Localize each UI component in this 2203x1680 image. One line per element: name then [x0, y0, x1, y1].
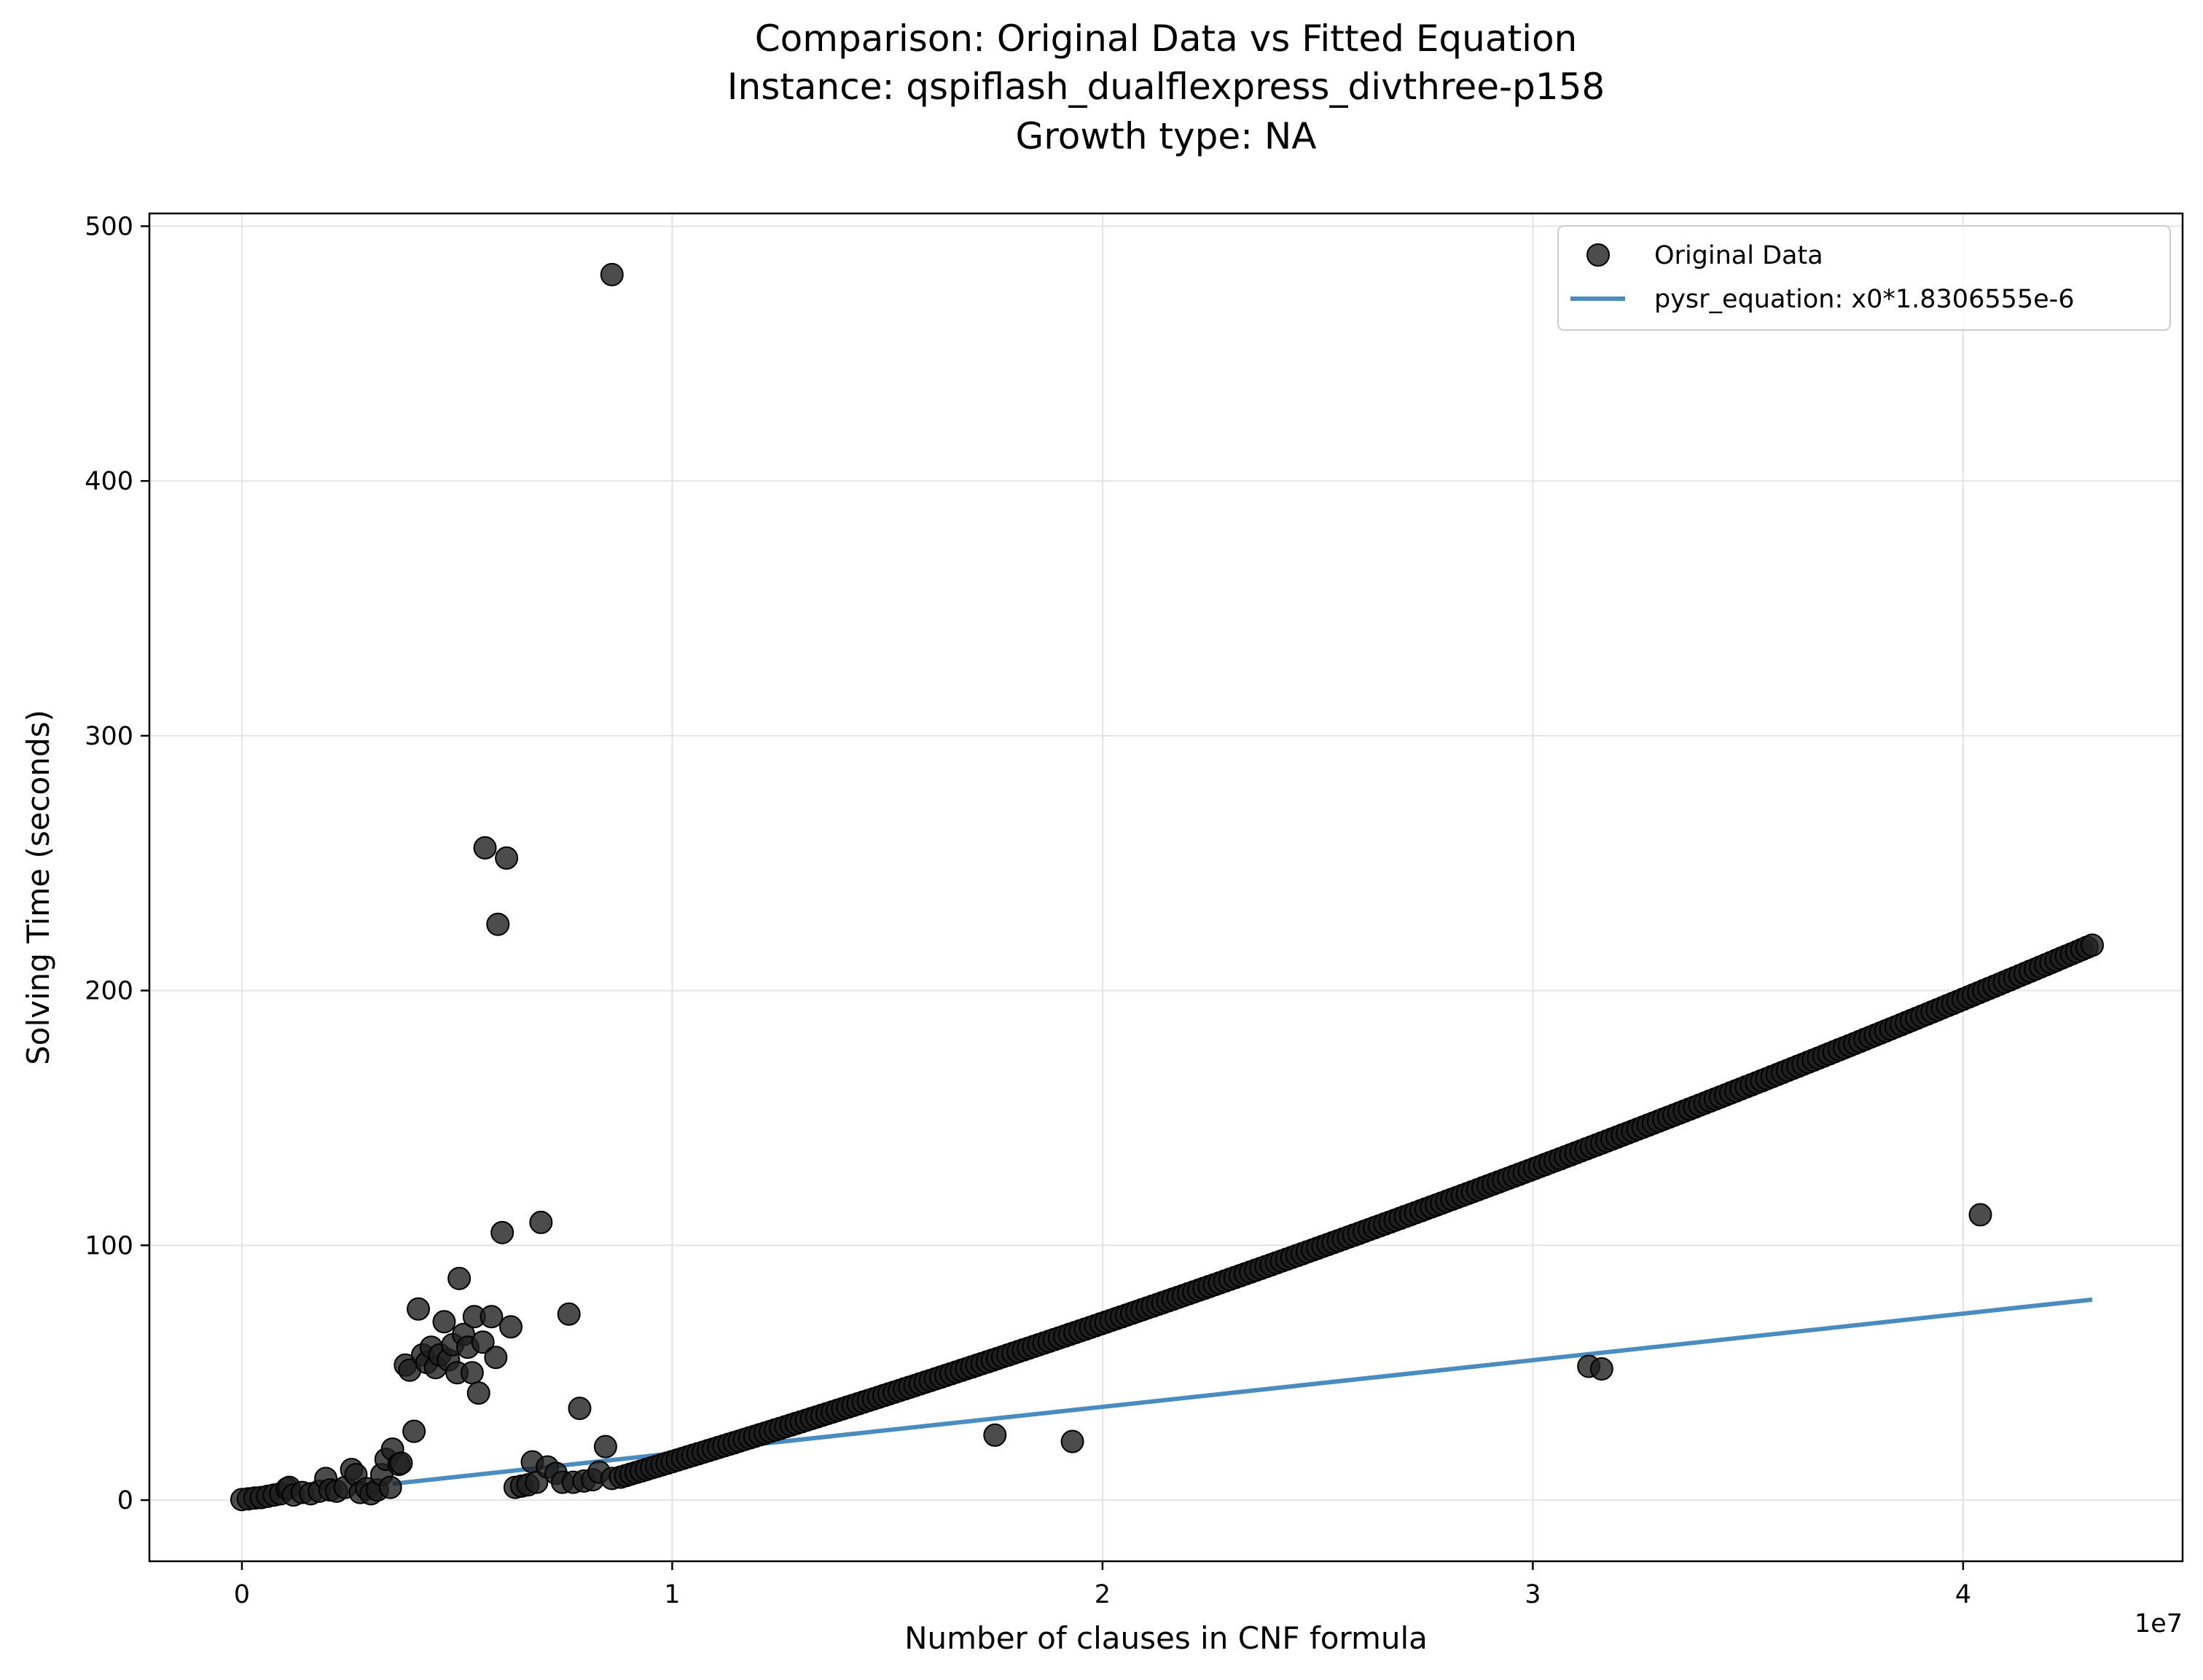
legend: Original Data pysr_equation: x0*1.830655…	[1557, 225, 2171, 331]
y-tick-label: 200	[85, 977, 133, 1006]
data-point	[499, 1315, 523, 1339]
x-axis-offset-label: 1e7	[2134, 1609, 2183, 1638]
y-tick-label: 100	[85, 1231, 133, 1260]
x-tick-label: 0	[234, 1580, 250, 1609]
data-point	[473, 836, 497, 860]
chart-title-line-3: Growth type: NA	[1016, 115, 1317, 157]
x-tick-label: 1	[664, 1580, 680, 1609]
legend-label-original-data: Original Data	[1654, 241, 1823, 270]
data-point	[378, 1475, 402, 1499]
x-axis: 0 1 2 3 4	[234, 1561, 1971, 1609]
x-axis-label: Number of clauses in CNF formula	[904, 1620, 1428, 1656]
data-point	[407, 1297, 431, 1321]
data-point	[1968, 1203, 1992, 1227]
data-point	[466, 1381, 490, 1405]
y-tick-label: 500	[85, 212, 133, 241]
data-point	[593, 1434, 617, 1459]
data-point	[460, 1361, 484, 1385]
data-point	[484, 1346, 508, 1370]
chart-title-line-1: Comparison: Original Data vs Fitted Equa…	[755, 17, 1578, 60]
chart-title: Comparison: Original Data vs Fitted Equa…	[727, 17, 1605, 157]
data-point	[490, 1220, 514, 1244]
y-tick-label: 0	[117, 1486, 133, 1515]
data-point	[447, 1266, 471, 1290]
data-point	[486, 912, 510, 936]
y-axis: 0 100 200 300 400 500	[85, 212, 149, 1515]
data-point	[600, 262, 624, 286]
y-tick-label: 400	[85, 467, 133, 496]
data-point	[471, 1330, 495, 1354]
original-data-series	[230, 262, 2104, 1512]
legend-marker-original-data	[1586, 243, 1610, 267]
data-point	[389, 1451, 413, 1475]
chart-title-line-2: Instance: qspiflash_dualflexpress_divthr…	[727, 66, 1605, 108]
legend-label-fitted-equation: pysr_equation: x0*1.8306555e-6	[1654, 285, 2075, 314]
grid-lines	[149, 213, 2183, 1561]
x-tick-label: 4	[1955, 1580, 1971, 1609]
legend-box	[1557, 225, 2171, 331]
plot-frame	[148, 212, 2184, 1563]
plot-area	[148, 212, 2184, 1563]
data-point	[1589, 1357, 1613, 1381]
data-point	[1060, 1429, 1084, 1453]
data-point	[432, 1310, 456, 1334]
data-point	[983, 1423, 1007, 1447]
data-point	[557, 1302, 581, 1326]
data-point	[495, 846, 519, 870]
data-point	[402, 1419, 426, 1443]
data-point	[568, 1397, 592, 1421]
x-tick-label: 2	[1095, 1580, 1111, 1609]
x-tick-label: 3	[1525, 1580, 1541, 1609]
y-tick-label: 300	[85, 722, 133, 751]
y-axis-label: Solving Time (seconds)	[20, 710, 56, 1065]
data-point	[2081, 933, 2104, 957]
data-point	[529, 1210, 553, 1234]
data-point	[480, 1305, 504, 1329]
